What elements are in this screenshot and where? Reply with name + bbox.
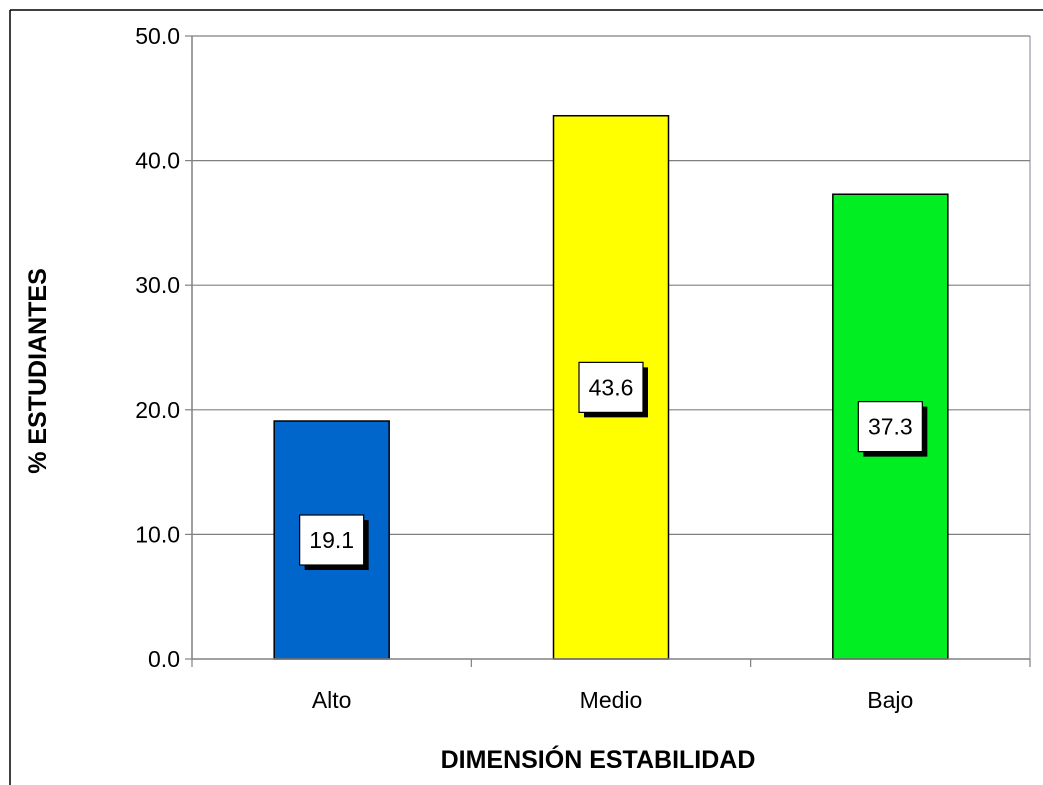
y-tick-label: 20.0 xyxy=(135,397,180,423)
data-label: 37.3 xyxy=(868,414,913,440)
x-tick-label: Bajo xyxy=(867,687,913,713)
axes: 0.0 10.0 20.0 30.0 40.0 50.0 Alto Medio Bajo xyxy=(135,23,1031,713)
data-label-box xyxy=(578,361,644,413)
y-tick-label: 30.0 xyxy=(135,272,180,298)
data-label: 43.6 xyxy=(589,374,634,400)
y-tick-label: 40.0 xyxy=(135,148,180,174)
data-label-box xyxy=(299,514,365,566)
y-tick-label: 0.0 xyxy=(148,646,180,672)
data-label-box xyxy=(857,401,923,453)
x-tick-label: Alto xyxy=(312,687,352,713)
y-axis-title: % ESTUDIANTES xyxy=(24,268,52,474)
data-labels: 19.1 43.6 37.3 xyxy=(299,361,928,571)
data-label: 19.1 xyxy=(309,527,354,553)
x-tick-label: Medio xyxy=(580,687,643,713)
y-tick-label: 10.0 xyxy=(135,521,180,547)
x-axis-title: DIMENSIÓN ESTABILIDAD xyxy=(441,744,756,774)
y-tick-label: 50.0 xyxy=(135,23,180,49)
